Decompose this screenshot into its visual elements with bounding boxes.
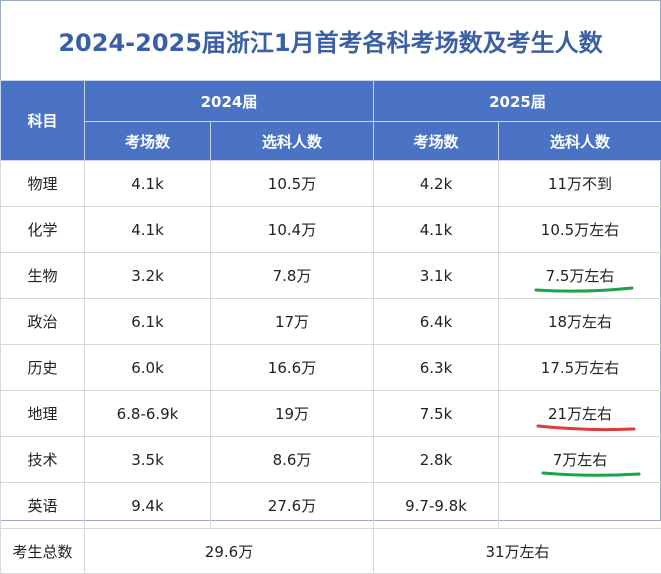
- header-year-2025: 2025届: [374, 81, 661, 122]
- cell-students-2025: 7.5万左右: [499, 253, 661, 299]
- header-subject: 科目: [1, 81, 85, 161]
- table-row: 化学 4.1k 10.4万 4.1k 10.5万左右: [1, 207, 661, 253]
- green-underline-mark: [534, 285, 634, 295]
- cell-rooms-2024: 4.1k: [85, 207, 211, 253]
- cell-subject: 英语: [1, 483, 85, 529]
- cell-rooms-2024: 6.0k: [85, 345, 211, 391]
- red-underline-mark: [536, 423, 636, 433]
- header-students-2025: 选科人数: [499, 122, 661, 161]
- cell-subject: 技术: [1, 437, 85, 483]
- cell-rooms-2025: 2.8k: [374, 437, 499, 483]
- table-row: 地理 6.8-6.9k 19万 7.5k 21万左右: [1, 391, 661, 437]
- cell-students-2024: 7.8万: [211, 253, 374, 299]
- cell-students-2025: 18万左右: [499, 299, 661, 345]
- highlighted-value: 21万左右: [548, 403, 612, 424]
- cell-students-2025: 10.5万左右: [499, 207, 661, 253]
- cell-students-2024: 8.6万: [211, 437, 374, 483]
- header-row-metrics: 考场数 选科人数 考场数 选科人数: [1, 122, 661, 161]
- data-table: 科目 2024届 2025届 考场数 选科人数 考场数 选科人数 物理 4.1k…: [0, 80, 661, 574]
- cell-subject: 政治: [1, 299, 85, 345]
- cell-rooms-2024: 6.8-6.9k: [85, 391, 211, 437]
- green-underline-mark: [541, 469, 641, 479]
- cell-students-2025: [499, 483, 661, 529]
- header-year-2024: 2024届: [85, 81, 374, 122]
- cell-students-2025-text: 7.5万左右: [546, 267, 615, 285]
- total-label: 考生总数: [1, 529, 85, 574]
- cell-rooms-2024: 9.4k: [85, 483, 211, 529]
- cell-rooms-2024: 3.5k: [85, 437, 211, 483]
- cell-students-2024: 16.6万: [211, 345, 374, 391]
- cell-rooms-2025: 6.4k: [374, 299, 499, 345]
- total-2024: 29.6万: [85, 529, 374, 574]
- cell-students-2024: 17万: [211, 299, 374, 345]
- cell-subject: 历史: [1, 345, 85, 391]
- cell-rooms-2025: 4.1k: [374, 207, 499, 253]
- cell-students-2024: 19万: [211, 391, 374, 437]
- table-row: 技术 3.5k 8.6万 2.8k 7万左右: [1, 437, 661, 483]
- cell-subject: 生物: [1, 253, 85, 299]
- cell-rooms-2024: 3.2k: [85, 253, 211, 299]
- table-row: 物理 4.1k 10.5万 4.2k 11万不到: [1, 161, 661, 207]
- header-rooms-2024: 考场数: [85, 122, 211, 161]
- total-row: 考生总数 29.6万 31万左右: [1, 529, 661, 574]
- cell-rooms-2024: 6.1k: [85, 299, 211, 345]
- cell-rooms-2024: 4.1k: [85, 161, 211, 207]
- cell-students-2024: 10.4万: [211, 207, 374, 253]
- header-students-2024: 选科人数: [211, 122, 374, 161]
- table-row: 生物 3.2k 7.8万 3.1k 7.5万左右: [1, 253, 661, 299]
- cell-subject: 地理: [1, 391, 85, 437]
- header-rooms-2025: 考场数: [374, 122, 499, 161]
- cell-rooms-2025: 6.3k: [374, 345, 499, 391]
- header-row-years: 科目 2024届 2025届: [1, 81, 661, 122]
- cell-subject: 化学: [1, 207, 85, 253]
- cell-students-2025: 17.5万左右: [499, 345, 661, 391]
- cell-subject: 物理: [1, 161, 85, 207]
- table-row: 历史 6.0k 16.6万 6.3k 17.5万左右: [1, 345, 661, 391]
- cell-students-2025: 21万左右: [499, 391, 661, 437]
- total-2025: 31万左右: [374, 529, 661, 574]
- highlighted-value: 7万左右: [553, 449, 608, 470]
- highlighted-value: 7.5万左右: [546, 265, 615, 286]
- cell-rooms-2025: 7.5k: [374, 391, 499, 437]
- table-row: 政治 6.1k 17万 6.4k 18万左右: [1, 299, 661, 345]
- cell-rooms-2025: 9.7-9.8k: [374, 483, 499, 529]
- cell-students-2024: 27.6万: [211, 483, 374, 529]
- page-title: 2024-2025届浙江1月首考各科考场数及考生人数: [0, 0, 661, 80]
- cell-students-2025: 7万左右: [499, 437, 661, 483]
- cell-students-2025-text: 21万左右: [548, 405, 612, 423]
- cell-students-2025: 11万不到: [499, 161, 661, 207]
- table-row: 英语 9.4k 27.6万 9.7-9.8k: [1, 483, 661, 529]
- cell-rooms-2025: 3.1k: [374, 253, 499, 299]
- cell-students-2025-text: 7万左右: [553, 451, 608, 469]
- cell-rooms-2025: 4.2k: [374, 161, 499, 207]
- cell-students-2024: 10.5万: [211, 161, 374, 207]
